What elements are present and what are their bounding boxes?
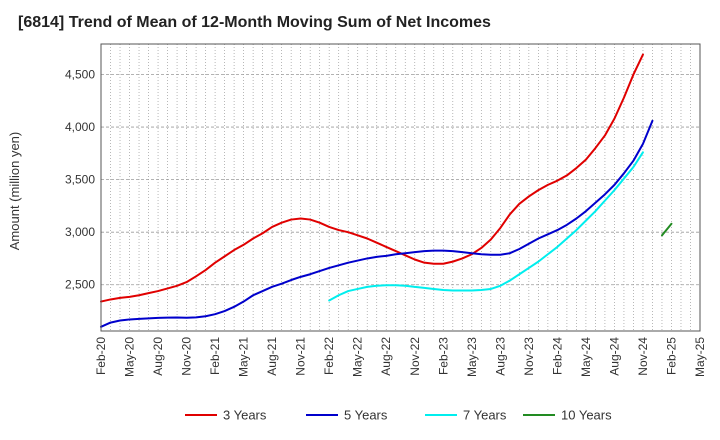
x-tick-label: Feb-24	[550, 337, 564, 375]
x-tick-label: Nov-21	[294, 337, 308, 376]
x-tick-label: Feb-20	[94, 337, 108, 375]
x-tick-label: Feb-25	[664, 337, 678, 375]
grid	[100, 44, 701, 331]
y-tick-label: 2,500	[65, 278, 95, 292]
legend: 3 Years 5 Years 7 Years 10 Years	[185, 408, 612, 423]
series-lines	[100, 53, 673, 328]
x-tick-label: Feb-22	[322, 337, 336, 375]
x-tick-label: Aug-22	[379, 337, 393, 376]
series-line-10-years	[660, 222, 673, 237]
x-tick-label: Nov-24	[636, 337, 650, 376]
axes	[100, 43, 701, 332]
x-tick-label: May-21	[237, 337, 251, 377]
y-tick-label: 4,500	[65, 67, 95, 81]
legend-label-7-years: 7 Years	[463, 408, 507, 423]
x-tick-label: May-25	[693, 337, 707, 377]
x-tick-label: Aug-20	[151, 337, 165, 376]
series-line-5-years	[100, 119, 654, 328]
y-tick-label: 4,000	[65, 120, 95, 134]
x-tick-label: May-22	[351, 337, 365, 377]
legend-label-10-years: 10 Years	[561, 408, 612, 423]
y-tick-label: 3,500	[65, 173, 95, 187]
y-axis-label: Amount (million yen)	[7, 132, 22, 251]
x-tick-label: May-23	[465, 337, 479, 377]
y-tick-labels: 2,500 3,000 3,500 4,000 4,500	[65, 67, 95, 291]
legend-label-5-years: 5 Years	[344, 408, 388, 423]
series-line-3-years	[100, 53, 644, 303]
x-tick-label: Nov-20	[180, 337, 194, 376]
x-tick-label: May-20	[123, 337, 137, 377]
y-tick-label: 3,000	[65, 225, 95, 239]
x-tick-label: Feb-23	[436, 337, 450, 375]
series-line-7-years	[328, 151, 644, 302]
x-tick-labels: Feb-20 May-20 Aug-20 Nov-20 Feb-21 May-21 Aug-…	[94, 337, 707, 377]
x-tick-label: Aug-23	[493, 337, 507, 376]
x-tick-label: Nov-22	[408, 337, 422, 376]
x-tick-label: May-24	[579, 337, 593, 377]
x-tick-label: Feb-21	[208, 337, 222, 375]
legend-label-3-years: 3 Years	[223, 408, 267, 423]
x-tick-label: Nov-23	[522, 337, 536, 376]
chart-title: [6814] Trend of Mean of 12-Month Moving …	[18, 14, 491, 31]
x-tick-label: Aug-21	[265, 337, 279, 376]
x-tick-label: Aug-24	[607, 337, 621, 376]
plot-frame	[100, 43, 701, 332]
